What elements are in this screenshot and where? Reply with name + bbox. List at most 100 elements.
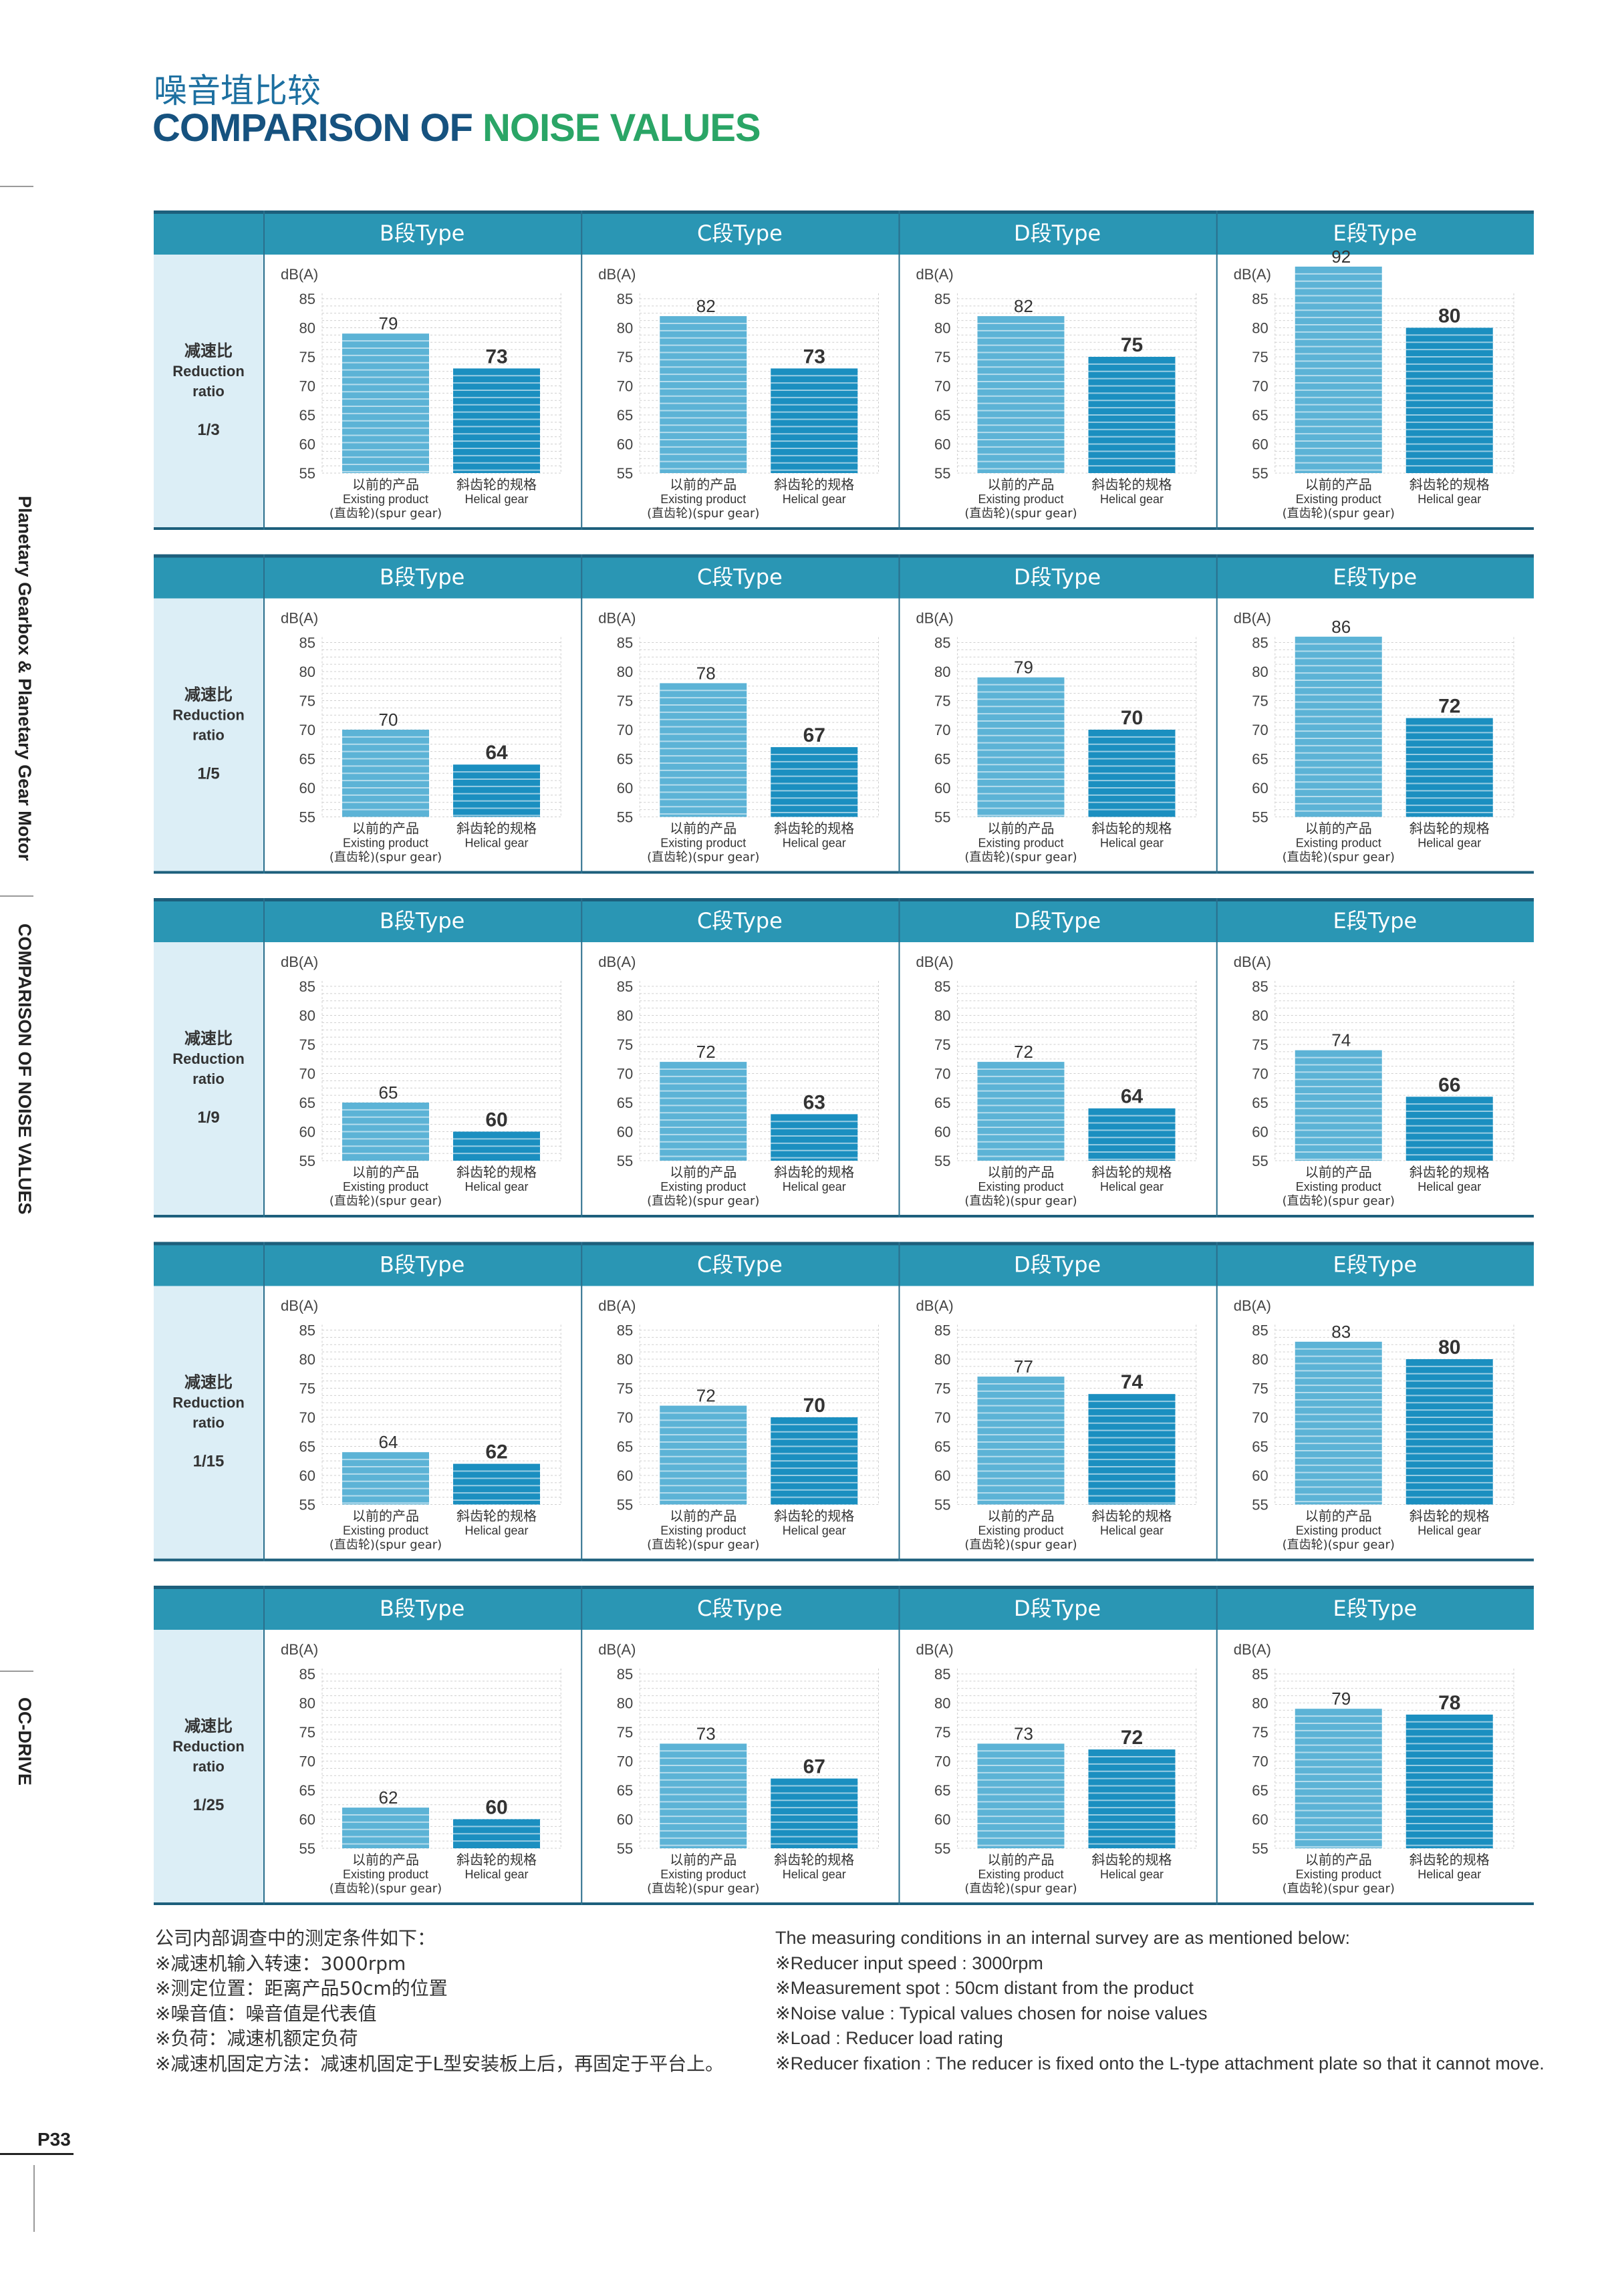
note-cn-3: ※噪音值：噪音值是代表值	[155, 2002, 377, 2025]
x-category-label-cn: 斜齿轮的规格	[774, 821, 854, 837]
x-category-label-cn: 以前的产品	[988, 821, 1055, 837]
y-tick-label: 70	[934, 1409, 950, 1426]
x-category-label-cn: 斜齿轮的规格	[1092, 476, 1172, 492]
note-en-3: ※Noise value : Typical values chosen for…	[775, 2003, 1208, 2023]
x-category-label-en: Helical gear	[464, 837, 528, 850]
bar-existing-product	[342, 333, 429, 473]
x-category-label-cn: 以前的产品	[988, 1852, 1055, 1868]
panel-divider	[898, 1242, 900, 1562]
type-header-band	[154, 898, 1534, 942]
y-tick-label: 80	[934, 320, 950, 337]
y-tick-label: 55	[1252, 465, 1268, 482]
note-cn-2: ※测定位置：距离产品50cm的位置	[155, 1977, 448, 1999]
note-cn-0: 公司内部调查中的测定条件如下：	[155, 1927, 436, 1949]
y-tick-label: 75	[1252, 1381, 1268, 1397]
ratio-label-en: ratio	[192, 727, 225, 744]
ratio-value: 1/9	[197, 1109, 219, 1127]
y-tick-label: 55	[934, 465, 950, 482]
bar-value-label-bold: 64	[1121, 1086, 1144, 1108]
y-tick-label: 60	[1252, 1467, 1268, 1484]
y-tick-label: 85	[934, 291, 950, 307]
note-cn-4: ※负荷：减速机额定负荷	[155, 2027, 358, 2049]
x-category-label-cn: 以前的产品	[670, 1508, 736, 1524]
type-header-label: E段Type	[1333, 908, 1418, 934]
ratio-value: 1/25	[193, 1796, 225, 1814]
y-axis-unit: dB(A)	[281, 266, 318, 283]
y-tick-label: 60	[299, 780, 315, 797]
y-tick-label: 60	[299, 1124, 315, 1141]
y-tick-label: 65	[617, 1095, 633, 1111]
x-category-label-en: Helical gear	[1418, 1524, 1481, 1538]
ratio-label-en: Reduction	[172, 707, 245, 724]
bar-value-label-bold: 75	[1121, 334, 1143, 356]
y-tick-label: 75	[299, 1381, 315, 1397]
bar-value-label-bold: 66	[1438, 1074, 1460, 1096]
y-tick-label: 70	[617, 1753, 633, 1770]
x-category-label-en: Helical gear	[783, 837, 846, 850]
x-category-label-cn: 斜齿轮的规格	[1410, 821, 1490, 837]
bar-value-label-bold: 63	[803, 1091, 825, 1113]
ratio-label-cn: 减速比	[184, 686, 233, 704]
panel-divider	[581, 210, 583, 530]
x-category-label-cn: 斜齿轮的规格	[456, 1508, 537, 1524]
page-title-en-part1: COMPARISON OF	[152, 106, 483, 150]
x-category-note: (直齿轮)(spur gear)	[329, 1538, 442, 1552]
y-tick-label: 60	[617, 436, 633, 453]
x-category-label-en: Existing product	[343, 492, 428, 506]
y-tick-label: 65	[934, 1782, 950, 1799]
x-category-label-cn: 斜齿轮的规格	[1092, 1508, 1172, 1524]
y-axis-unit: dB(A)	[916, 1298, 954, 1314]
y-tick-label: 75	[617, 693, 633, 710]
bar-value-label: 64	[379, 1432, 398, 1452]
side-rule-3	[0, 1671, 33, 1672]
y-tick-label: 55	[299, 1153, 315, 1169]
x-category-label-en: Existing product	[660, 837, 746, 850]
x-category-label-en: Existing product	[978, 492, 1063, 506]
y-tick-label: 65	[299, 751, 315, 768]
bar-existing-product	[977, 1743, 1065, 1848]
ratio-label-cn: 减速比	[184, 1029, 233, 1048]
page-title-cn: 噪音埴比较	[154, 71, 321, 110]
x-category-label-en: Helical gear	[783, 1868, 846, 1881]
y-tick-label: 75	[934, 1381, 950, 1397]
bar-helical-gear	[771, 747, 858, 817]
y-tick-label: 70	[934, 1753, 950, 1770]
y-axis-unit: dB(A)	[598, 954, 636, 970]
x-category-label-en: Existing product	[1296, 1868, 1381, 1881]
y-axis-unit: dB(A)	[281, 1641, 318, 1658]
x-category-label-en: Existing product	[660, 1524, 746, 1538]
y-tick-label: 75	[617, 1381, 633, 1397]
y-tick-label: 80	[1252, 320, 1268, 337]
y-tick-label: 55	[1252, 1497, 1268, 1514]
type-header-label: E段Type	[1333, 1252, 1418, 1278]
ratio-value: 1/5	[197, 765, 219, 783]
bar-value-label-bold: 70	[1121, 707, 1143, 729]
y-tick-label: 55	[1252, 809, 1268, 826]
type-header-band	[154, 1242, 1534, 1286]
x-category-label-en: Existing product	[343, 1180, 428, 1193]
y-axis-unit: dB(A)	[281, 954, 318, 970]
y-tick-label: 85	[617, 978, 633, 995]
x-category-label-en: Helical gear	[464, 492, 528, 506]
type-header-label: E段Type	[1333, 1596, 1418, 1621]
bar-value-label: 73	[696, 1723, 716, 1743]
x-category-label-cn: 斜齿轮的规格	[1410, 1852, 1490, 1868]
y-tick-label: 80	[934, 664, 950, 680]
header-top-rule	[154, 1242, 1534, 1246]
bar-value-label-bold: 60	[485, 1797, 507, 1819]
y-tick-label: 65	[1252, 407, 1268, 424]
ratio-label-en: ratio	[192, 1758, 225, 1775]
bar-value-label: 82	[696, 296, 716, 316]
y-tick-label: 60	[299, 1812, 315, 1828]
y-axis-unit: dB(A)	[281, 1298, 318, 1314]
y-tick-label: 80	[617, 1008, 633, 1024]
x-category-label-cn: 以前的产品	[352, 1852, 419, 1868]
x-category-label-cn: 以前的产品	[1305, 1852, 1372, 1868]
bar-value-label-bold: 64	[485, 742, 508, 764]
x-category-label-en: Helical gear	[1100, 492, 1164, 506]
y-tick-label: 75	[934, 1724, 950, 1741]
y-axis-unit: dB(A)	[281, 610, 318, 627]
type-header-label: D段Type	[1014, 565, 1101, 590]
y-axis-unit: dB(A)	[598, 266, 636, 283]
y-tick-label: 85	[299, 291, 315, 307]
